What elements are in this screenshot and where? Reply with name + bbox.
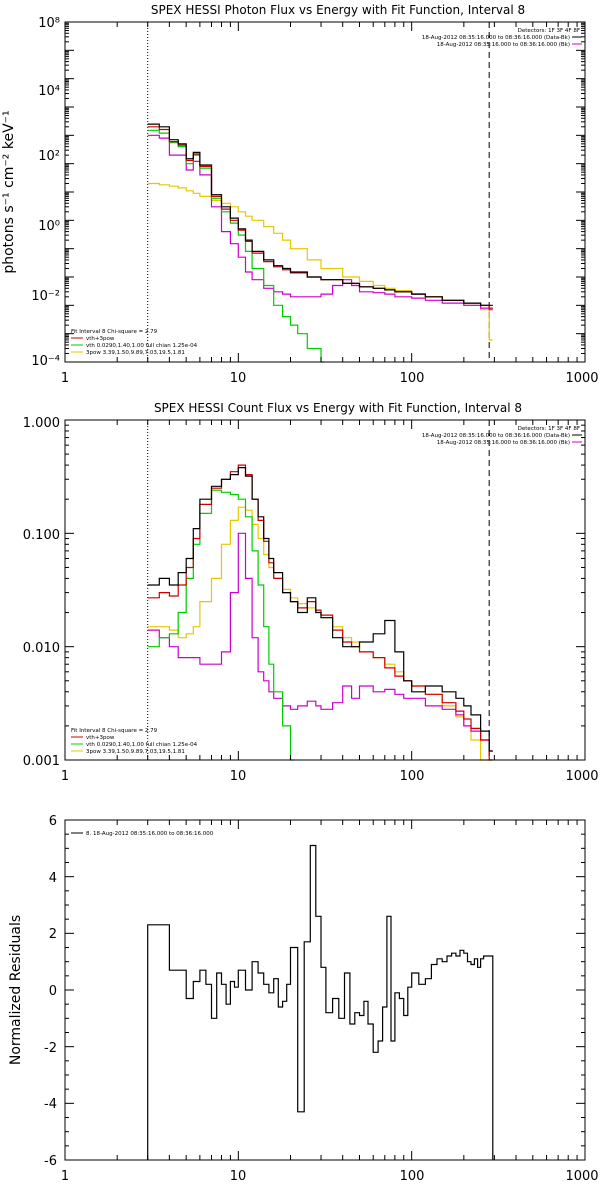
count-ytick-label: 0.001 bbox=[23, 754, 60, 769]
count-legend-power: 3pow 3.39,1.50,9.89,7.03,19.5,1.81 bbox=[86, 749, 185, 755]
count-title: SPEX HESSI Count Flux vs Energy with Fit… bbox=[154, 401, 522, 415]
count-ytick-label: 0.100 bbox=[23, 528, 60, 543]
count-legend-thermal: vth 0.0290,1.40,1.00 full chian 1.25e-04 bbox=[86, 742, 198, 748]
count-ticks bbox=[64, 420, 585, 761]
photon-marks bbox=[147, 22, 493, 363]
photon-ticks bbox=[64, 22, 585, 363]
data-series-line bbox=[147, 123, 493, 306]
photon-legend-data: 18-Aug-2012 08:35:16.000 to 08:36:16.000… bbox=[422, 35, 570, 41]
photon-legend-power: 3pow 3.39,1.50,9.89,7.03,19.5,1.81 bbox=[86, 350, 185, 356]
count-xtick-label: 1 bbox=[61, 769, 69, 784]
photon-ytick-label: 10⁸ bbox=[38, 16, 60, 31]
count-plot-frame bbox=[64, 419, 586, 761]
residual-xtick-label: 10 bbox=[230, 1169, 247, 1184]
count-legend-detectors: Detectors: 1F 3F 4F 8F bbox=[518, 426, 580, 432]
residual-ytick-label: -6 bbox=[44, 1154, 57, 1169]
residual-xtick-label: 100 bbox=[400, 1169, 425, 1184]
count-ytick-label: 0.010 bbox=[23, 641, 60, 656]
residual-ytick-label: 2 bbox=[49, 927, 57, 942]
residual-ytick-label: 0 bbox=[49, 984, 57, 999]
total-fit-series-line bbox=[147, 464, 493, 761]
photon-ytick-label: 10² bbox=[38, 149, 60, 164]
residual-ytick-label: 6 bbox=[49, 814, 57, 829]
count-legend-bkg: 18-Aug-2012 08:35:16.000 to 08:36:16.000… bbox=[437, 440, 570, 446]
photon-title: SPEX HESSI Photon Flux vs Energy with Fi… bbox=[151, 3, 525, 17]
residual-plot-frame bbox=[64, 819, 586, 1161]
residual-series-line bbox=[147, 844, 494, 1160]
residual-xtick-label: 1 bbox=[61, 1169, 69, 1184]
count-xtick-label: 100 bbox=[400, 769, 425, 784]
panel-photon-flux: SPEX HESSI Photon Flux vs Energy with Fi… bbox=[1, 3, 599, 386]
residual-xtick-label: 1000 bbox=[565, 1169, 598, 1184]
photon-ytick-label: 10⁴ bbox=[38, 84, 60, 99]
photon-xtick-label: 1000 bbox=[565, 371, 598, 386]
photon-plot-frame bbox=[64, 21, 586, 363]
count-xtick-label: 10 bbox=[230, 769, 247, 784]
count-marks bbox=[147, 420, 493, 761]
residual-ticks bbox=[64, 819, 585, 1161]
residual-legend: 8. 18-Aug-2012 08:35:16.000 to 08:36:16.… bbox=[86, 831, 214, 837]
residual-marks bbox=[147, 844, 494, 1160]
residual-ytick-label: -4 bbox=[44, 1097, 57, 1112]
photon-legend-detectors: Detectors: 1F 3F 4F 8F bbox=[518, 28, 580, 34]
residual-ylabel: Normalized Residuals bbox=[8, 915, 24, 1065]
background-series-line bbox=[147, 532, 493, 752]
photon-legend-thermal: vth 0.0290,1.40,1.00 full chian 1.25e-04 bbox=[86, 343, 198, 349]
thermal-series-line bbox=[147, 489, 295, 761]
count-legend-data: 18-Aug-2012 08:35:16.000 to 08:36:16.000… bbox=[422, 433, 570, 439]
count-legend-fit: Fit Interval 8 Chi-square = 2.79 bbox=[71, 728, 158, 734]
photon-ytick-label: 10⁻⁴ bbox=[31, 354, 60, 369]
count-legend-total: vth+3pow bbox=[86, 735, 115, 741]
photon-legend-fit: Fit Interval 8 Chi-square = 2.79 bbox=[71, 329, 158, 335]
count-ytick-label: 1.000 bbox=[23, 416, 60, 431]
photon-ytick-label: 10⁻² bbox=[31, 289, 60, 304]
data-series-line bbox=[147, 467, 493, 752]
power-law-series-line bbox=[147, 182, 493, 341]
photon-ytick-label: 10⁰ bbox=[38, 219, 60, 234]
power-law-series-line bbox=[147, 506, 493, 761]
photon-ylabel: photons s⁻¹ cm⁻² keV⁻¹ bbox=[1, 110, 17, 273]
photon-xtick-label: 1 bbox=[61, 371, 69, 386]
panel-count-flux: SPEX HESSI Count Flux vs Energy with Fit… bbox=[23, 401, 599, 784]
thermal-series-line bbox=[147, 129, 325, 363]
photon-xtick-label: 10 bbox=[230, 371, 247, 386]
photon-xtick-label: 100 bbox=[400, 371, 425, 386]
count-xtick-label: 1000 bbox=[565, 769, 598, 784]
residual-ytick-label: -2 bbox=[44, 1041, 57, 1056]
residual-ytick-label: 4 bbox=[49, 871, 57, 886]
photon-legend-total: vth+3pow bbox=[86, 336, 115, 342]
photon-legend-bkg: 18-Aug-2012 08:35:16.000 to 08:36:16.000… bbox=[437, 42, 570, 48]
panel-residuals: 1 10 100 1000 -6 -4 -2 0 2 4 6 Normalize… bbox=[8, 814, 599, 1184]
